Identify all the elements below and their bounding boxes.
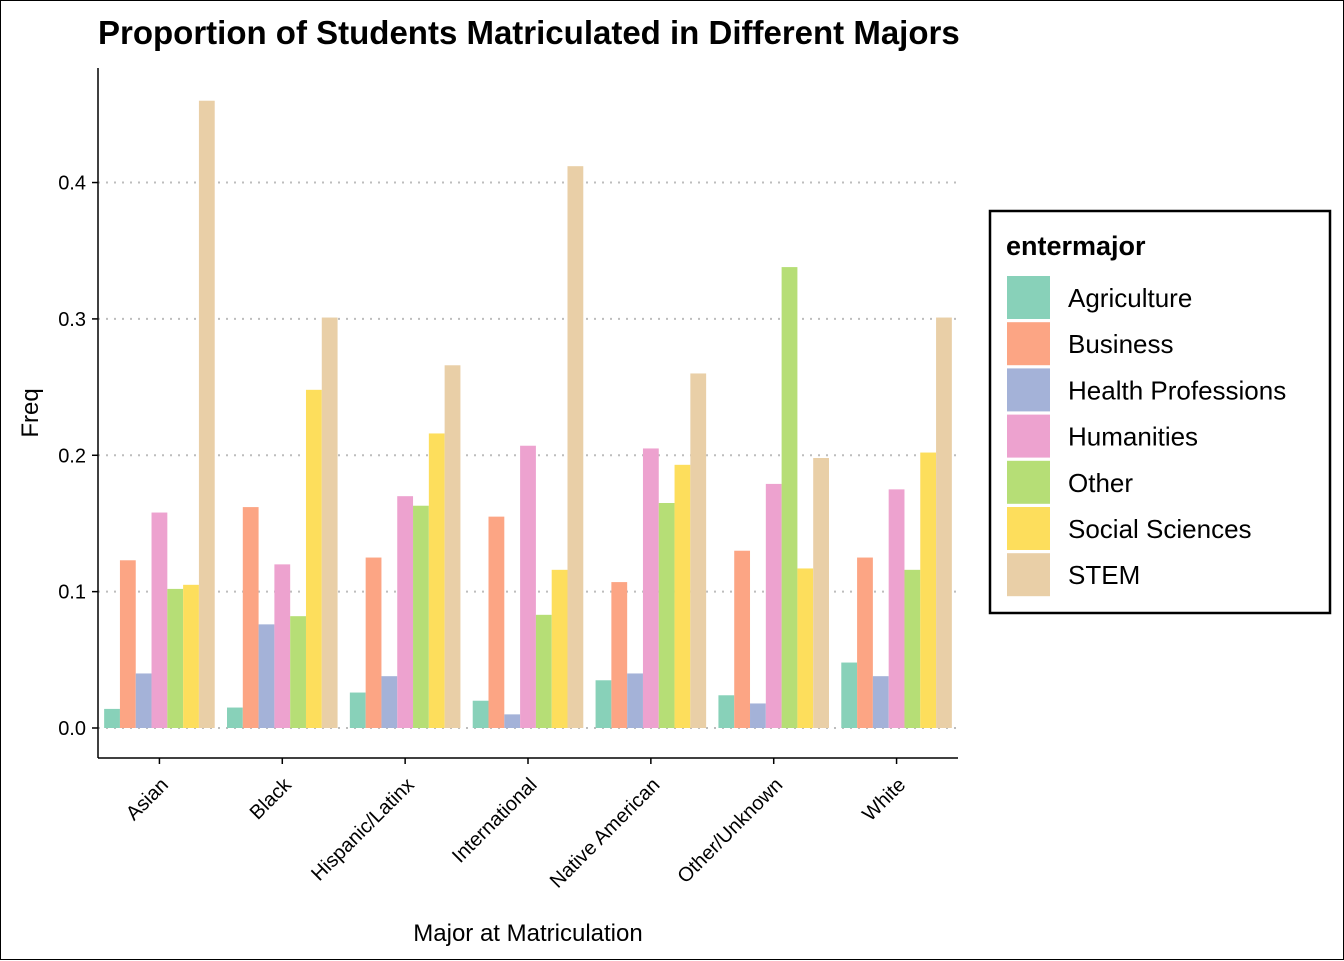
bar-social-sciences-asian <box>183 584 199 728</box>
bar-social-sciences-black <box>305 389 322 728</box>
legend-items: Agriculture Business Health Professions Hum… <box>1007 276 1286 597</box>
bar-business-hispanic-latinx <box>365 557 382 728</box>
bar-business-white <box>857 557 873 728</box>
y-axis-title: Freq <box>17 388 44 437</box>
bar-health-professions-international <box>504 714 521 728</box>
legend-title: entermajor <box>1006 231 1146 261</box>
bar-health-professions-other-unknown <box>750 703 766 728</box>
y-tick-label: 0.0 <box>58 718 86 740</box>
legend-swatch <box>1007 414 1050 458</box>
bar-humanities-international <box>520 445 536 728</box>
bar-agriculture-black <box>227 707 243 728</box>
bar-other-other-unknown <box>781 267 798 728</box>
bar-agriculture-asian <box>104 708 120 728</box>
x-axis-title: Major at Matriculation <box>413 920 642 947</box>
legend-label: Health Professions <box>1068 375 1286 405</box>
bars <box>104 100 952 728</box>
bar-agriculture-international <box>472 700 489 728</box>
bar-health-professions-white <box>872 676 889 728</box>
x-tick-label: Hispanic/Latinx <box>307 774 418 885</box>
x-tick-label: Asian <box>122 774 173 825</box>
bar-business-other-unknown <box>734 550 751 728</box>
bar-humanities-white <box>888 489 905 728</box>
bar-other-white <box>904 569 921 728</box>
bar-health-professions-native-american <box>627 673 643 728</box>
bar-business-international <box>488 516 505 728</box>
legend-swatch <box>1007 553 1050 597</box>
bar-other-black <box>290 616 306 728</box>
bar-other-hispanic-latinx <box>413 505 429 728</box>
bar-social-sciences-white <box>920 452 937 728</box>
bar-other-asian <box>167 588 184 728</box>
bar-stem-other-unknown <box>813 458 829 728</box>
legend-label: STEM <box>1068 560 1140 590</box>
bar-humanities-native-american <box>642 448 659 728</box>
bar-stem-international <box>567 166 584 728</box>
legend-label: Business <box>1068 329 1174 359</box>
bar-other-native-american <box>658 503 675 728</box>
bar-business-black <box>242 507 259 728</box>
legend-label: Humanities <box>1068 422 1198 452</box>
y-tick-label: 0.1 <box>58 582 86 604</box>
legend-swatch <box>1007 276 1050 319</box>
x-tick-label: Black <box>246 773 297 824</box>
legend: entermajor Agriculture Business Health Pro… <box>988 209 1332 615</box>
bar-health-professions-black <box>258 624 275 728</box>
y-tick-label: 0.2 <box>58 445 86 467</box>
bar-business-asian <box>119 560 136 728</box>
legend-swatch <box>1007 460 1050 504</box>
x-tick-label: International <box>448 774 541 867</box>
x-tick-label: Native American <box>546 774 665 893</box>
legend-label: Agriculture <box>1068 283 1192 313</box>
bar-social-sciences-native-american <box>674 464 691 728</box>
bar-health-professions-hispanic-latinx <box>381 676 398 728</box>
y-tick-label: 0.4 <box>58 173 86 195</box>
legend-swatch <box>1007 368 1050 412</box>
bar-social-sciences-international <box>551 569 568 728</box>
legend-swatch <box>1007 322 1050 366</box>
bar-social-sciences-hispanic-latinx <box>428 433 445 728</box>
bar-social-sciences-other-unknown <box>797 568 814 728</box>
bar-agriculture-other-unknown <box>718 695 735 728</box>
bar-humanities-asian <box>151 512 168 728</box>
bar-humanities-black <box>274 564 291 728</box>
legend-box <box>988 209 1332 615</box>
bar-business-native-american <box>611 582 628 728</box>
bar-agriculture-native-american <box>595 680 612 728</box>
x-tick-label: White <box>858 774 910 826</box>
bar-humanities-other-unknown <box>765 483 782 728</box>
x-ticks: Asian Black Hispanic/Latinx International Na… <box>122 758 910 893</box>
bar-stem-white <box>936 317 952 728</box>
y-tick-label: 0.3 <box>58 309 86 331</box>
bar-stem-black <box>321 317 338 728</box>
y-ticks: 0.0 0.1 0.2 0.3 0.4 <box>58 173 98 740</box>
legend-swatch <box>1007 507 1050 550</box>
bar-stem-hispanic-latinx <box>444 365 461 728</box>
x-tick-label: Other/Unknown <box>673 774 787 888</box>
bar-agriculture-hispanic-latinx <box>349 692 366 728</box>
legend-label: Other <box>1068 468 1133 498</box>
bar-stem-native-american <box>690 373 707 728</box>
chart-title: Proportion of Students Matriculated in D… <box>98 14 960 51</box>
bar-health-professions-asian <box>135 673 152 728</box>
bar-other-international <box>535 614 552 728</box>
bar-stem-asian <box>198 100 215 728</box>
bar-agriculture-white <box>841 662 858 728</box>
legend-label: Social Sciences <box>1068 514 1252 544</box>
bar-humanities-hispanic-latinx <box>397 496 414 728</box>
